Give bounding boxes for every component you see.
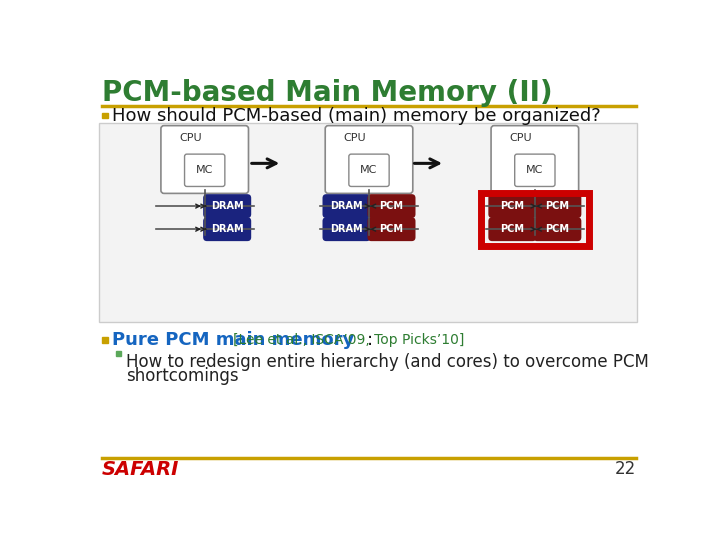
Text: How should PCM-based (main) memory be organized?: How should PCM-based (main) memory be or… (112, 106, 601, 125)
FancyBboxPatch shape (325, 126, 413, 193)
FancyBboxPatch shape (534, 194, 581, 218)
FancyBboxPatch shape (488, 217, 536, 241)
Text: DRAM: DRAM (330, 201, 363, 211)
Text: PCM-based Main Memory (II): PCM-based Main Memory (II) (102, 78, 552, 106)
Text: 22: 22 (615, 460, 636, 478)
FancyBboxPatch shape (184, 154, 225, 186)
Text: DRAM: DRAM (211, 224, 243, 234)
Text: CPU: CPU (343, 133, 366, 143)
Text: [Lee et al., ISCA’09, Top Picks’10]: [Lee et al., ISCA’09, Top Picks’10] (233, 334, 464, 347)
Text: SAFARI: SAFARI (102, 460, 179, 478)
Text: PCM: PCM (500, 224, 524, 234)
FancyBboxPatch shape (161, 126, 248, 193)
Text: shortcomings: shortcomings (126, 367, 238, 384)
Bar (117, 351, 121, 356)
Text: PCM: PCM (545, 224, 570, 234)
FancyBboxPatch shape (367, 194, 415, 218)
FancyBboxPatch shape (515, 154, 555, 186)
Text: PCM: PCM (379, 224, 403, 234)
Text: MC: MC (196, 165, 213, 176)
Text: Pure PCM main memory: Pure PCM main memory (112, 332, 361, 349)
FancyBboxPatch shape (367, 217, 415, 241)
FancyBboxPatch shape (99, 123, 637, 322)
Bar (102, 338, 108, 343)
Text: CPU: CPU (179, 133, 202, 143)
FancyBboxPatch shape (323, 217, 371, 241)
FancyBboxPatch shape (488, 194, 536, 218)
FancyBboxPatch shape (203, 194, 251, 218)
FancyBboxPatch shape (491, 126, 579, 193)
Text: :: : (366, 332, 373, 349)
FancyBboxPatch shape (323, 194, 371, 218)
Text: CPU: CPU (510, 133, 532, 143)
Text: MC: MC (360, 165, 378, 176)
Text: DRAM: DRAM (211, 201, 243, 211)
Text: How to redesign entire hierarchy (and cores) to overcome PCM: How to redesign entire hierarchy (and co… (126, 353, 649, 371)
Bar (102, 112, 108, 118)
Text: DRAM: DRAM (330, 224, 363, 234)
FancyBboxPatch shape (534, 217, 581, 241)
Text: MC: MC (526, 165, 544, 176)
FancyBboxPatch shape (203, 217, 251, 241)
Text: PCM: PCM (500, 201, 524, 211)
Text: PCM: PCM (379, 201, 403, 211)
Text: PCM: PCM (545, 201, 570, 211)
FancyBboxPatch shape (349, 154, 389, 186)
